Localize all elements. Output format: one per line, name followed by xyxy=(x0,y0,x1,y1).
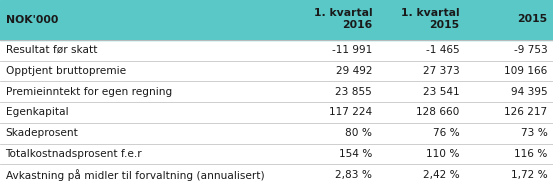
Text: 27 373: 27 373 xyxy=(423,66,460,76)
Text: 1. kvartal
2015: 1. kvartal 2015 xyxy=(401,8,460,30)
Text: Egenkapital: Egenkapital xyxy=(6,107,68,117)
Text: 110 %: 110 % xyxy=(426,149,460,159)
Text: -9 753: -9 753 xyxy=(514,45,547,55)
Text: Totalkostnadsprosent f.e.r: Totalkostnadsprosent f.e.r xyxy=(6,149,142,159)
Text: Opptjent bruttopremie: Opptjent bruttopremie xyxy=(6,66,126,76)
Text: 2,83 %: 2,83 % xyxy=(335,170,372,180)
Text: 1,72 %: 1,72 % xyxy=(511,170,547,180)
Text: Premieinntekt for egen regning: Premieinntekt for egen regning xyxy=(6,87,172,97)
Text: 128 660: 128 660 xyxy=(416,107,460,117)
Text: -11 991: -11 991 xyxy=(332,45,372,55)
Text: 117 224: 117 224 xyxy=(329,107,372,117)
Text: 29 492: 29 492 xyxy=(336,66,372,76)
Text: 23 855: 23 855 xyxy=(336,87,372,97)
Text: 116 %: 116 % xyxy=(514,149,547,159)
Text: 154 %: 154 % xyxy=(339,149,372,159)
Text: 94 395: 94 395 xyxy=(511,87,547,97)
Text: 109 166: 109 166 xyxy=(504,66,547,76)
Text: 2,42 %: 2,42 % xyxy=(423,170,460,180)
Text: NOK'000: NOK'000 xyxy=(6,15,58,25)
Text: 80 %: 80 % xyxy=(345,128,372,138)
Text: 1. kvartal
2016: 1. kvartal 2016 xyxy=(314,8,372,30)
Bar xyxy=(0,0,553,40)
Text: -1 465: -1 465 xyxy=(426,45,460,55)
Text: 76 %: 76 % xyxy=(433,128,460,138)
Text: Avkastning på midler til forvaltning (annualisert): Avkastning på midler til forvaltning (an… xyxy=(6,169,264,181)
Text: Skadeprosent: Skadeprosent xyxy=(6,128,79,138)
Text: 2015: 2015 xyxy=(518,14,547,24)
Text: 23 541: 23 541 xyxy=(423,87,460,97)
Text: Resultat før skatt: Resultat før skatt xyxy=(6,45,97,55)
Text: 126 217: 126 217 xyxy=(504,107,547,117)
Text: 73 %: 73 % xyxy=(520,128,547,138)
